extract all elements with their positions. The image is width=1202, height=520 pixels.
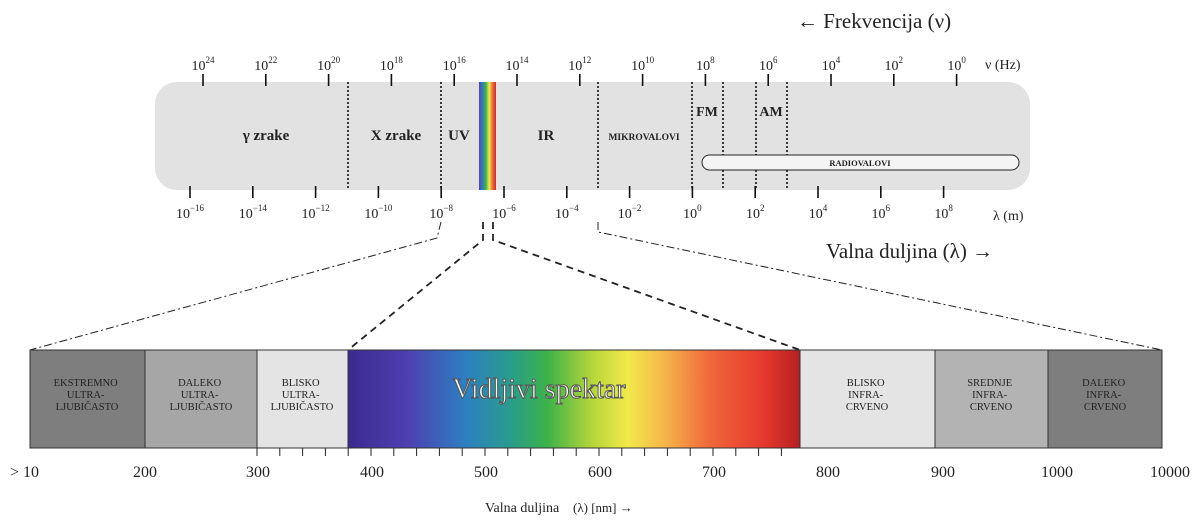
- frequency-unit: ν (Hz): [985, 58, 1021, 73]
- box-mid-ir: [934, 349, 1049, 449]
- frequency-tick-label: 106: [759, 55, 778, 74]
- wavelength-tick-label: 108: [934, 203, 953, 222]
- bottom-axis-title: Valna duljina: [485, 501, 560, 516]
- visible-spectrum-title: Vidljivi spektar: [452, 374, 626, 405]
- frequency-tick-label: 1016: [443, 55, 467, 74]
- wavelength-tick-label: 10−2: [618, 203, 642, 222]
- wavelength-ticks: 10−16 10−14 10−12 10−10 10−8 10−6 10−4 10−2 100 1…: [176, 186, 953, 222]
- frequency-tick-label: 1022: [254, 55, 277, 74]
- axis-label: 200: [133, 464, 157, 481]
- axis-label: 600: [588, 464, 612, 481]
- frequency-tick-label: 108: [696, 55, 715, 74]
- wavelength-title: Valna duljina (λ) →: [826, 239, 993, 263]
- frequency-tick-label: 1018: [380, 55, 404, 74]
- near-uv-label: BLISKO ULTRA- LJUBIČASTO: [271, 378, 334, 413]
- axis-label: 500: [474, 464, 498, 481]
- wavelength-tick-label: 10−10: [364, 203, 393, 222]
- axis-label: > 10: [10, 464, 39, 481]
- radio-label: RADIOVALOVI: [829, 158, 891, 168]
- detail-band: [29, 349, 1163, 449]
- wavelength-tick-label: 102: [746, 203, 765, 222]
- visible-stripe: [479, 82, 496, 190]
- radio-pill: [701, 154, 1020, 171]
- uv-label: UV: [448, 128, 470, 144]
- gamma-label: γ zrake: [242, 128, 290, 144]
- wavelength-unit: λ (m): [993, 209, 1024, 224]
- axis-label: 1000: [1041, 464, 1073, 481]
- frequency-tick-label: 104: [822, 55, 841, 74]
- box-near-uv: [256, 349, 349, 449]
- frequency-tick-label: 1014: [506, 55, 530, 74]
- frequency-ticks: 1024 1022 1020 1018 1016 1014 1012 1010 108 106 10…: [192, 55, 966, 86]
- axis-label: 900: [931, 464, 955, 481]
- fm-label: FM: [696, 105, 718, 120]
- microwave-label: MIKROVALOVI: [608, 133, 679, 143]
- bottom-axis-unit: (λ) [nm] →: [573, 500, 633, 515]
- am-label: AM: [759, 105, 782, 120]
- minor-ticks: [256, 448, 782, 456]
- extreme-uv-label: EKSTREMNO ULTRA- LJUBIČASTO: [54, 378, 121, 413]
- detail-box-labels: EKSTREMNO ULTRA- LJUBIČASTO DALEKO ULTRA…: [54, 378, 1128, 413]
- xray-label: X zrake: [371, 128, 422, 144]
- far-ir-label: DALEKO INFRA- CRVENO: [1082, 378, 1128, 413]
- frequency-tick-label: 1010: [631, 55, 655, 74]
- frequency-tick-label: 102: [885, 55, 904, 74]
- wavelength-tick-label: 10−12: [302, 203, 330, 222]
- box-far-uv: [144, 349, 258, 449]
- wavelength-tick-label: 100: [683, 203, 702, 222]
- frequency-tick-label: 100: [947, 55, 966, 74]
- near-ir-label: BLISKO INFRA- CRVENO: [846, 378, 889, 413]
- far-uv-label: DALEKO ULTRA- LJUBIČASTO: [170, 378, 233, 413]
- bottom-axis-labels: > 10 200 300 400 500 600 700 800 900 1000 10000: [10, 464, 1190, 481]
- axis-label: 800: [816, 464, 840, 481]
- frequency-tick-label: 1020: [317, 55, 341, 74]
- mid-ir-label: SREDNJE INFRA- CRVENO: [967, 378, 1015, 413]
- wavelength-tick-label: 10−8: [429, 203, 453, 222]
- wavelength-tick-label: 10−14: [239, 203, 268, 222]
- wavelength-tick-label: 104: [809, 203, 828, 222]
- frequency-title: ← Frekvencija (ν): [797, 9, 951, 33]
- region-dividers: [347, 82, 788, 190]
- box-far-ir: [1047, 349, 1163, 449]
- axis-label: 400: [360, 464, 384, 481]
- zoom-connectors: [29, 221, 1163, 351]
- box-visible-spectrum: [347, 349, 801, 449]
- axis-label: 700: [702, 464, 726, 481]
- frequency-tick-label: 1012: [568, 55, 591, 74]
- frequency-tick-label: 1024: [192, 55, 216, 74]
- box-extreme-uv: [29, 349, 146, 449]
- wavelength-tick-label: 10−4: [555, 203, 579, 222]
- axis-label: 300: [246, 464, 270, 481]
- wavelength-tick-label: 106: [872, 203, 891, 222]
- box-near-ir: [799, 349, 936, 449]
- ir-label: IR: [538, 128, 555, 144]
- axis-label: 10000: [1150, 464, 1190, 481]
- wavelength-tick-label: 10−16: [176, 203, 205, 222]
- wavelength-tick-label: 10−6: [492, 203, 516, 222]
